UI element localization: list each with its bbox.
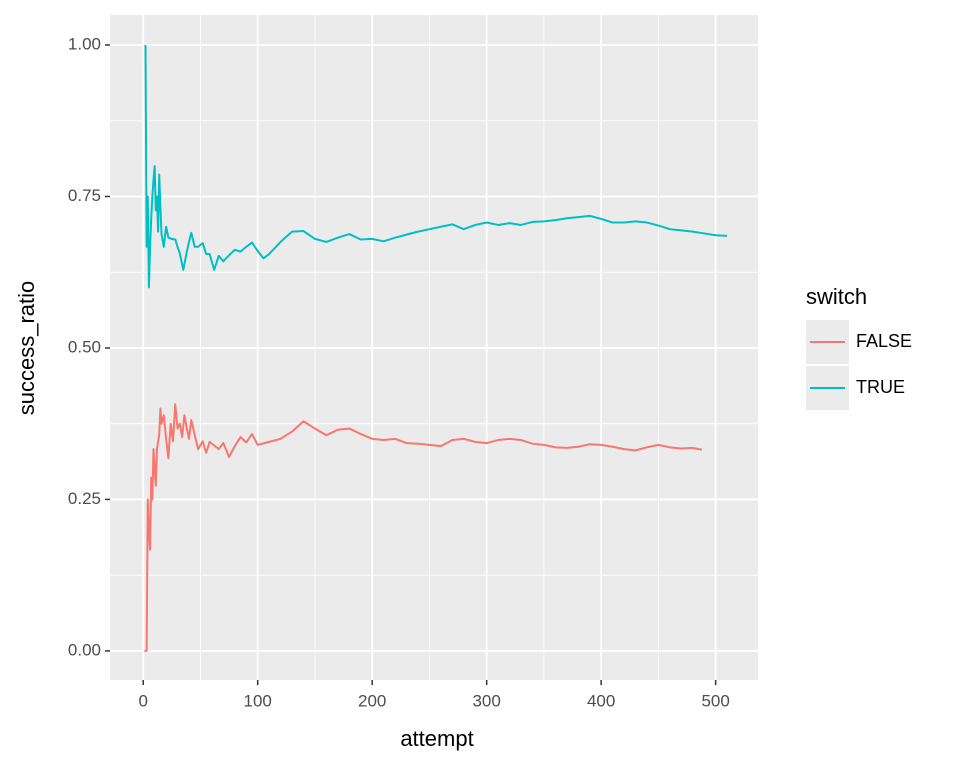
lines <box>144 44 728 652</box>
y-tick-label: 0.75 <box>68 186 101 205</box>
x-tick-label: 500 <box>701 691 729 710</box>
series-line <box>144 44 728 289</box>
series-line <box>144 403 703 652</box>
y-tick-label: 0.25 <box>68 489 101 508</box>
y-tick-label: 0.50 <box>68 337 101 356</box>
legend-title: switch <box>806 284 867 309</box>
y-tick-label: 0.00 <box>68 640 101 659</box>
y-tick-label: 1.00 <box>68 34 101 53</box>
grid <box>110 15 758 680</box>
x-axis-title: attempt <box>400 726 473 751</box>
legend-label: FALSE <box>856 331 912 351</box>
legend-label: TRUE <box>856 377 905 397</box>
x-tick-label: 200 <box>358 691 386 710</box>
x-tick-label: 100 <box>244 691 272 710</box>
x-tick-label: 0 <box>138 691 147 710</box>
y-axis-title: success_ratio <box>14 281 39 416</box>
x-tick-label: 300 <box>472 691 500 710</box>
legend: FALSE TRUE <box>806 320 912 410</box>
x-tick-label: 400 <box>587 691 615 710</box>
